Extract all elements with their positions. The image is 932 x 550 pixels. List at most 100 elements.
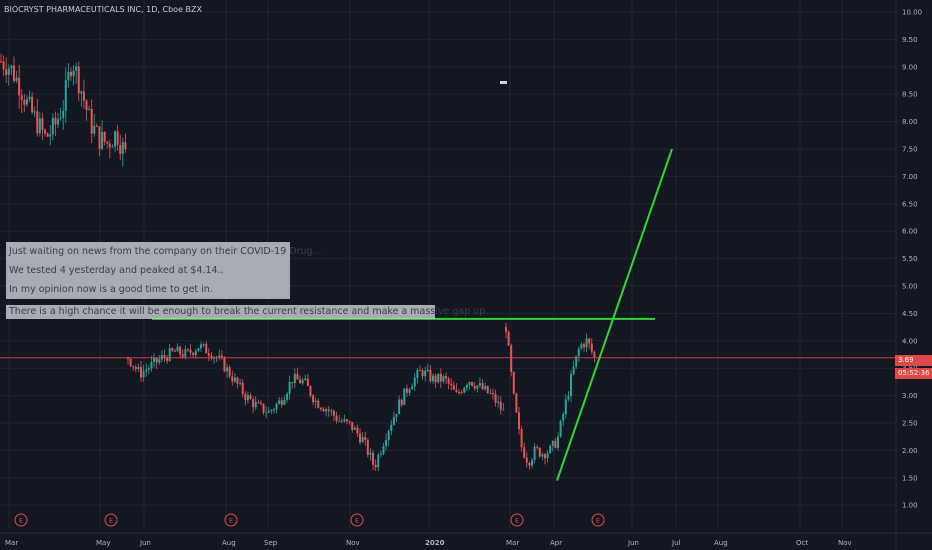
candle-body[interactable] bbox=[59, 118, 62, 120]
candle-body[interactable] bbox=[486, 386, 489, 394]
candle-body[interactable] bbox=[44, 130, 47, 134]
candle-body[interactable] bbox=[564, 399, 567, 415]
candle-body[interactable] bbox=[460, 392, 463, 394]
earnings-marker-icon[interactable] bbox=[104, 513, 118, 527]
candle-body[interactable] bbox=[129, 358, 132, 366]
candle-body[interactable] bbox=[583, 344, 585, 348]
candle-body[interactable] bbox=[241, 382, 244, 394]
candle-body[interactable] bbox=[314, 400, 317, 403]
candle-body[interactable] bbox=[385, 439, 388, 447]
candle-body[interactable] bbox=[36, 111, 39, 134]
candle-body[interactable] bbox=[82, 91, 85, 101]
candle-body[interactable] bbox=[538, 447, 541, 457]
candle-body[interactable] bbox=[585, 338, 588, 348]
candle-body[interactable] bbox=[57, 119, 60, 125]
candle-body[interactable] bbox=[369, 452, 372, 455]
candle-body[interactable] bbox=[272, 409, 275, 411]
candle-body[interactable] bbox=[186, 349, 189, 351]
candle-body[interactable] bbox=[442, 376, 445, 382]
candle-body[interactable] bbox=[330, 410, 333, 412]
candle-body[interactable] bbox=[20, 95, 23, 100]
candle-body[interactable] bbox=[158, 359, 161, 363]
candle-body[interactable] bbox=[28, 96, 31, 100]
candle-body[interactable] bbox=[356, 427, 359, 434]
candle-body[interactable] bbox=[262, 403, 265, 413]
candle-body[interactable] bbox=[322, 409, 325, 412]
earnings-marker-icon[interactable] bbox=[350, 513, 364, 527]
candle-body[interactable] bbox=[166, 357, 169, 361]
candle-body[interactable] bbox=[163, 355, 166, 358]
candle-body[interactable] bbox=[345, 419, 348, 422]
candle-body[interactable] bbox=[114, 131, 117, 147]
candle-body[interactable] bbox=[312, 395, 315, 403]
candle-body[interactable] bbox=[450, 383, 453, 386]
candle-body[interactable] bbox=[259, 402, 262, 404]
earnings-marker-icon[interactable] bbox=[591, 513, 605, 527]
candle-body[interactable] bbox=[228, 367, 231, 377]
candle-body[interactable] bbox=[197, 348, 200, 352]
candle-body[interactable] bbox=[173, 350, 176, 352]
candle-body[interactable] bbox=[353, 427, 356, 430]
candle-body[interactable] bbox=[439, 373, 442, 382]
candle-body[interactable] bbox=[361, 437, 364, 443]
candle-body[interactable] bbox=[77, 66, 80, 94]
candle-body[interactable] bbox=[75, 66, 78, 71]
candle-body[interactable] bbox=[80, 91, 83, 94]
candle-body[interactable] bbox=[93, 125, 96, 134]
candle-body[interactable] bbox=[588, 338, 591, 344]
candle-body[interactable] bbox=[416, 370, 419, 378]
candle-body[interactable] bbox=[160, 355, 163, 360]
candle-body[interactable] bbox=[252, 399, 255, 408]
candle-body[interactable] bbox=[23, 99, 26, 105]
candle-body[interactable] bbox=[304, 378, 307, 381]
candle-body[interactable] bbox=[473, 385, 476, 389]
candle-body[interactable] bbox=[343, 419, 346, 422]
candle-body[interactable] bbox=[408, 389, 411, 393]
candle-body[interactable] bbox=[95, 125, 98, 127]
candle-body[interactable] bbox=[372, 452, 375, 465]
candle-body[interactable] bbox=[286, 393, 289, 400]
candle-body[interactable] bbox=[108, 143, 111, 148]
candle-body[interactable] bbox=[379, 453, 382, 455]
candle-body[interactable] bbox=[62, 110, 65, 119]
candle-body[interactable] bbox=[121, 142, 124, 154]
candle-body[interactable] bbox=[142, 370, 145, 378]
candle-body[interactable] bbox=[218, 355, 221, 358]
candle-body[interactable] bbox=[72, 70, 75, 77]
candle-body[interactable] bbox=[103, 131, 106, 142]
candle-body[interactable] bbox=[18, 77, 21, 96]
candle-body[interactable] bbox=[236, 377, 239, 384]
candle-body[interactable] bbox=[51, 117, 54, 135]
candle-body[interactable] bbox=[309, 386, 312, 396]
candle-body[interactable] bbox=[338, 420, 341, 422]
candle-body[interactable] bbox=[400, 399, 403, 406]
earnings-marker-icon[interactable] bbox=[510, 513, 524, 527]
candle-body[interactable] bbox=[265, 412, 268, 414]
trend-line[interactable] bbox=[556, 148, 673, 481]
candle-body[interactable] bbox=[171, 348, 174, 351]
candle-body[interactable] bbox=[223, 357, 226, 372]
candle-body[interactable] bbox=[395, 414, 398, 417]
candle-body[interactable] bbox=[88, 109, 91, 111]
candle-body[interactable] bbox=[189, 349, 192, 353]
candle-body[interactable] bbox=[69, 71, 72, 77]
candle-body[interactable] bbox=[85, 100, 88, 111]
candle-body[interactable] bbox=[283, 399, 286, 405]
candle-body[interactable] bbox=[246, 395, 249, 401]
candle-body[interactable] bbox=[507, 331, 510, 346]
candle-body[interactable] bbox=[413, 377, 416, 387]
candle-body[interactable] bbox=[335, 415, 338, 421]
candle-body[interactable] bbox=[106, 141, 109, 144]
candle-body[interactable] bbox=[523, 447, 526, 458]
candle-body[interactable] bbox=[301, 380, 304, 384]
candle-body[interactable] bbox=[239, 382, 242, 384]
candle-body[interactable] bbox=[140, 366, 143, 378]
candle-body[interactable] bbox=[98, 126, 101, 149]
candle-body[interactable] bbox=[202, 343, 205, 345]
candle-body[interactable] bbox=[546, 453, 549, 459]
candle-body[interactable] bbox=[499, 401, 502, 410]
candle-body[interactable] bbox=[551, 440, 554, 446]
candle-body[interactable] bbox=[411, 386, 414, 390]
candle-body[interactable] bbox=[147, 368, 150, 370]
